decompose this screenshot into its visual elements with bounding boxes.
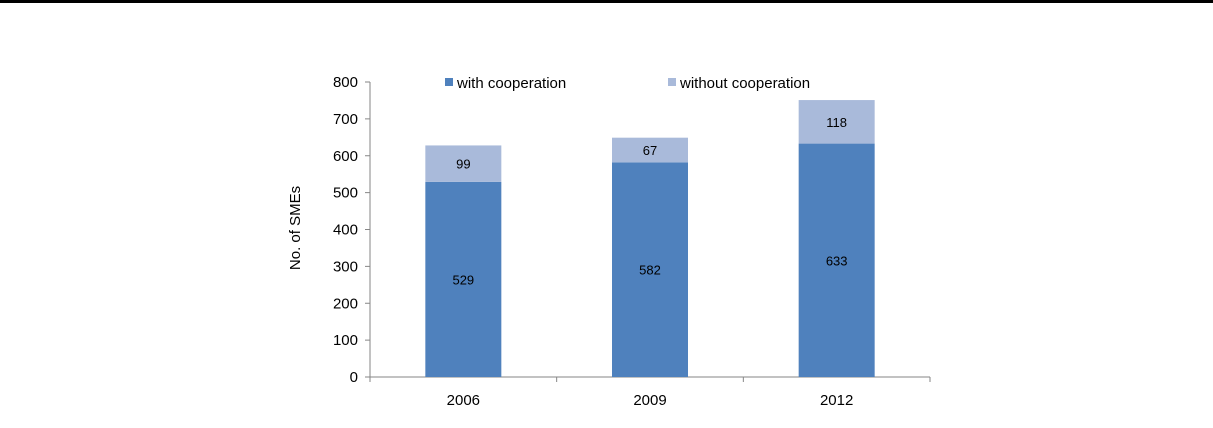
data-label: 99 [456, 157, 470, 172]
bar-with-cooperation-2009 [612, 162, 688, 377]
bar-without-cooperation-2006 [425, 145, 502, 182]
legend-label: without cooperation [679, 75, 810, 92]
legend-label: with cooperation [456, 75, 566, 92]
y-tick-label: 700 [333, 111, 358, 128]
y-tick-label: 800 [333, 74, 358, 91]
data-label: 118 [826, 115, 847, 130]
bar-without-cooperation-2009 [612, 137, 688, 163]
x-tick-label: 2006 [447, 392, 480, 409]
x-tick-label: 2012 [820, 392, 853, 409]
y-tick-label: 100 [333, 332, 358, 349]
y-axis-title: No. of SMEs [287, 186, 304, 270]
bar-with-cooperation-2012 [798, 143, 875, 377]
y-tick-label: 300 [333, 258, 358, 275]
data-label: 633 [826, 253, 848, 268]
legend-swatch-without-cooperation [668, 78, 676, 86]
y-tick-label: 400 [333, 222, 358, 239]
y-tick-label: 600 [333, 148, 358, 165]
y-tick-label: 500 [333, 185, 358, 202]
data-label: 529 [452, 272, 474, 287]
legend-swatch-with-cooperation [445, 78, 453, 86]
plot-area: 0 100 200 300 400 500 600 700 800 529 99 2006 582 67 2… [333, 74, 931, 409]
data-label: 582 [639, 263, 661, 278]
top-rule [0, 0, 1213, 3]
bar-with-cooperation-2006 [425, 181, 502, 377]
legend: with cooperation without cooperation [445, 75, 810, 92]
y-tick-label: 200 [333, 295, 358, 312]
x-tick-label: 2009 [633, 392, 666, 409]
bar-without-cooperation-2012 [798, 100, 875, 144]
data-label: 67 [643, 143, 657, 158]
y-tick-label: 0 [350, 369, 358, 386]
